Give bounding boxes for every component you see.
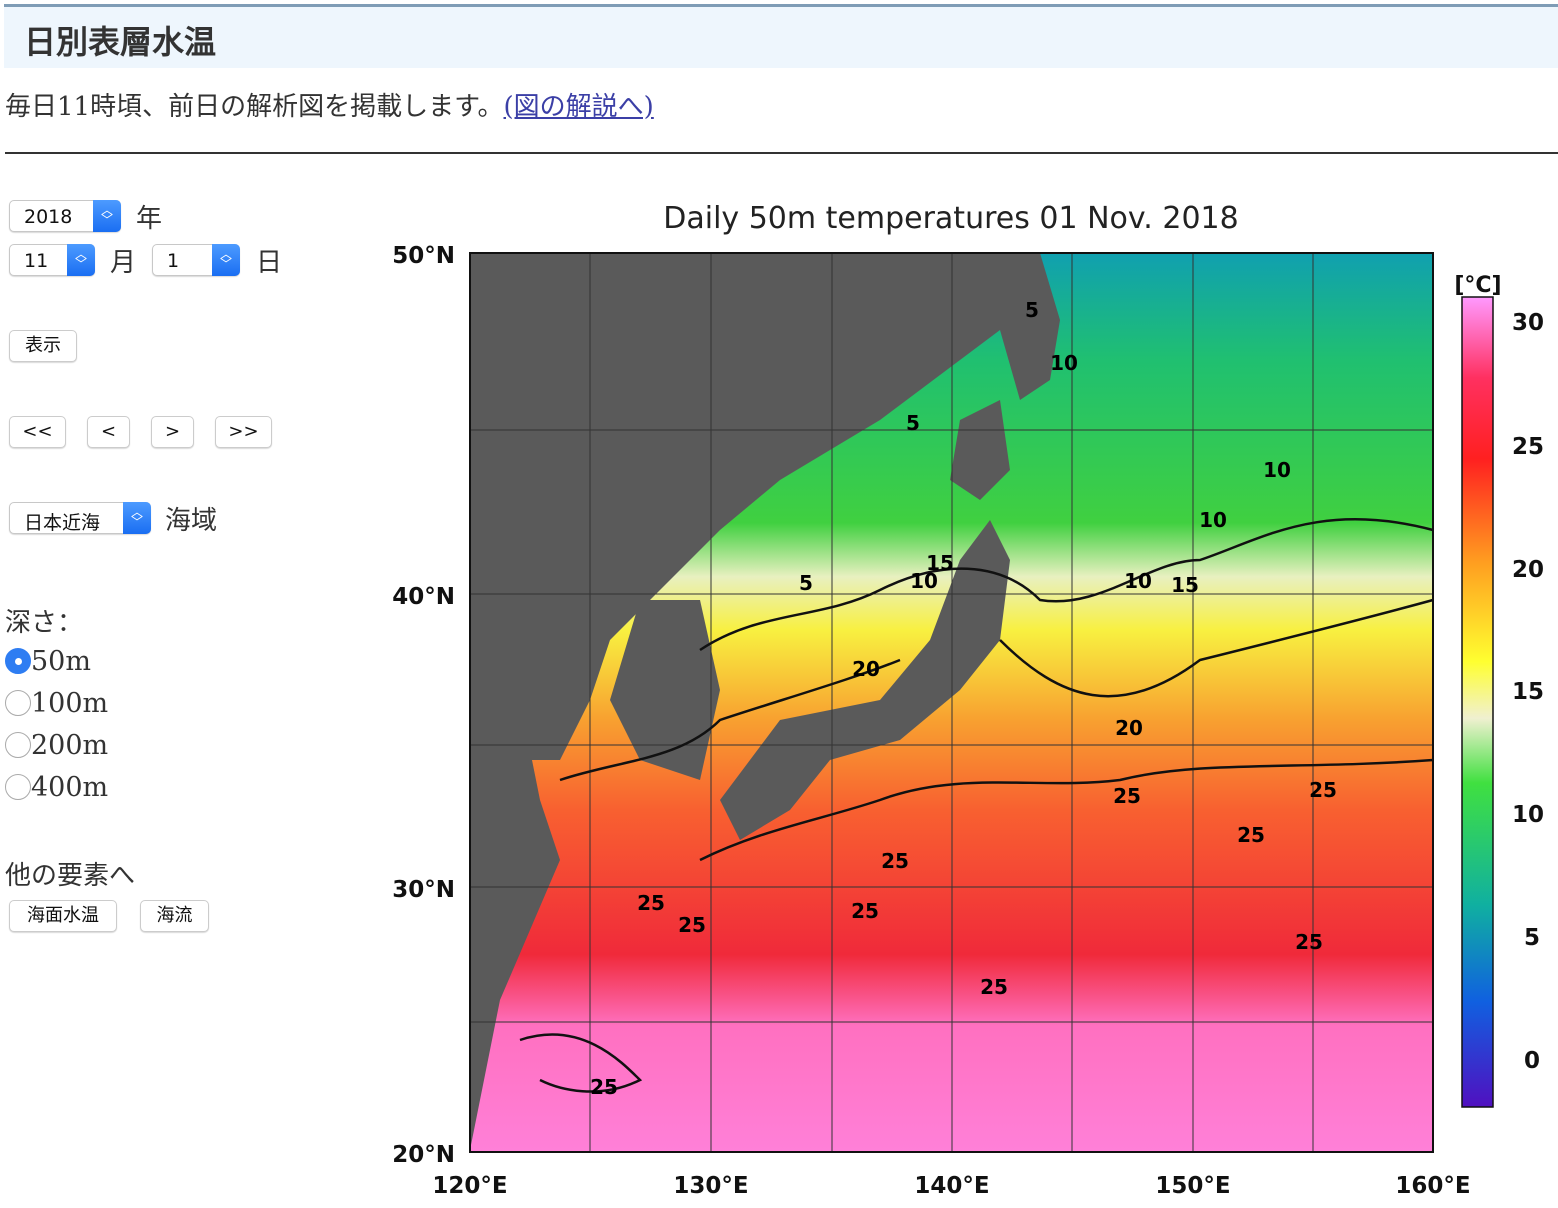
lon-label: 130°E <box>673 1173 748 1199</box>
chevron-updown-icon: ︿ ﹀ <box>212 244 240 276</box>
contour-label: 5 <box>1025 298 1039 322</box>
colorbar-tick: 5 <box>1524 925 1540 951</box>
contour-label: 10 <box>910 569 938 593</box>
lat-axis: 50°N 40°N 30°N 20°N <box>392 243 455 1168</box>
contour-label: 25 <box>1113 784 1141 808</box>
sst-button[interactable]: 海面水温 <box>9 900 117 932</box>
month-select[interactable]: 11 ︿ ﹀ <box>9 244 95 276</box>
day-select[interactable]: 1 ︿ ﹀ <box>152 244 240 276</box>
contour-label: 10 <box>1199 508 1227 532</box>
sakhalin-land <box>1000 253 1060 400</box>
colorbar <box>1461 296 1494 1108</box>
map-title: Daily 50m temperatures 01 Nov. 2018 <box>663 201 1238 236</box>
depth-option-label: 50m <box>31 646 91 677</box>
colorbar-tick: 15 <box>1512 679 1544 705</box>
first-button[interactable]: << <box>9 416 66 448</box>
day-unit: 日 <box>256 248 283 278</box>
continent-land <box>470 253 1030 760</box>
lat-label: 50°N <box>392 243 455 269</box>
depth-radio-50m[interactable]: 50m <box>5 646 91 677</box>
contour-label: 25 <box>637 891 665 915</box>
colorbar-unit: [°C] <box>1454 273 1501 298</box>
radio-icon[interactable] <box>5 690 31 716</box>
contour-label: 5 <box>799 571 813 595</box>
intro-message: 毎日11時頃、前日の解析図を掲載します。 <box>5 92 504 122</box>
contour-label: 25 <box>881 849 909 873</box>
contour-label: 10 <box>1050 351 1078 375</box>
month-unit: 月 <box>110 248 137 278</box>
colorbar-tick: 20 <box>1512 557 1544 583</box>
contour-label: 20 <box>852 657 880 681</box>
chevron-updown-icon: ︿ ﹀ <box>93 200 121 232</box>
radio-icon[interactable] <box>5 732 31 758</box>
intro-text: 毎日11時頃、前日の解析図を掲載します。(図の解説へ) <box>5 86 654 123</box>
region-unit: 海域 <box>165 506 218 536</box>
chevron-updown-icon: ︿ ﹀ <box>123 502 151 534</box>
month-value: 11 <box>24 250 49 272</box>
contour-label: 10 <box>1263 458 1291 482</box>
china-land <box>470 560 560 1150</box>
grid-lines <box>470 253 1433 1152</box>
contour-label: 5 <box>906 411 920 435</box>
depth-radio-200m[interactable]: 200m <box>5 730 108 761</box>
divider <box>5 152 1558 154</box>
next-button[interactable]: > <box>151 416 194 448</box>
contour-label: 25 <box>1295 930 1323 954</box>
region-select[interactable]: 日本近海 ︿ ﹀ <box>9 502 151 534</box>
korea-land <box>610 600 720 780</box>
lon-label: 160°E <box>1395 1173 1470 1199</box>
contour-label: 15 <box>926 551 954 575</box>
contour-label: 25 <box>590 1075 618 1099</box>
lat-label: 30°N <box>392 877 455 903</box>
contour-label: 25 <box>980 975 1008 999</box>
depth-option-label: 200m <box>31 730 109 761</box>
colorbar-tick: 0 <box>1524 1048 1540 1074</box>
lon-label: 120°E <box>432 1173 507 1199</box>
show-button[interactable]: 表示 <box>9 330 77 362</box>
year-unit: 年 <box>136 204 163 234</box>
current-button[interactable]: 海流 <box>140 900 209 932</box>
prev-button[interactable]: < <box>87 416 130 448</box>
page-header: 日別表層水温 <box>4 4 1558 68</box>
day-value: 1 <box>167 250 180 272</box>
plot-frame <box>469 252 1434 1153</box>
contour-label: 10 <box>1124 569 1152 593</box>
depth-label: 深さ： <box>5 608 84 638</box>
year-value: 2018 <box>24 206 73 228</box>
colorbar-ticks: 30 25 20 15 10 5 0 <box>1512 310 1544 1074</box>
contour-label: 25 <box>1309 778 1337 802</box>
contour-label-group: 5 10 5 10 5 10 15 10 10 15 20 20 25 25 2… <box>590 298 1337 1099</box>
radio-selected-icon[interactable] <box>5 648 31 674</box>
depth-radio-100m[interactable]: 100m <box>5 688 108 719</box>
depth-option-label: 400m <box>31 772 109 803</box>
year-select[interactable]: 2018 ︿ ﹀ <box>9 200 121 232</box>
colorbar-tick: 10 <box>1512 802 1544 828</box>
contour-label: 25 <box>678 913 706 937</box>
lon-axis: 120°E 130°E 140°E 150°E 160°E <box>432 1173 1470 1199</box>
contour-label: 20 <box>1115 716 1143 740</box>
depth-radio-400m[interactable]: 400m <box>5 772 108 803</box>
contour-label: 25 <box>851 899 879 923</box>
lat-label: 40°N <box>392 584 455 610</box>
contour-label: 25 <box>1237 823 1265 847</box>
region-value: 日本近海 <box>24 512 101 534</box>
colorbar-tick: 30 <box>1512 310 1544 336</box>
page-title: 日別表層水温 <box>24 23 217 61</box>
contour-lines <box>519 517 1434 1093</box>
explanation-link[interactable]: (図の解説へ) <box>503 92 654 122</box>
japan-land <box>720 520 1010 840</box>
lon-label: 150°E <box>1155 1173 1230 1199</box>
colorbar-tick: 25 <box>1512 434 1544 460</box>
lat-label: 20°N <box>392 1142 455 1168</box>
contour-label: 15 <box>1171 573 1199 597</box>
last-button[interactable]: >> <box>215 416 272 448</box>
radio-icon[interactable] <box>5 774 31 800</box>
hokkaido-land <box>950 400 1010 500</box>
chevron-updown-icon: ︿ ﹀ <box>67 244 95 276</box>
other-elements-label: 他の要素へ <box>5 861 136 891</box>
temperature-map: Daily 50m temperatures 01 Nov. 2018 5 10… <box>392 201 1544 1199</box>
depth-option-label: 100m <box>31 688 109 719</box>
lon-label: 140°E <box>914 1173 989 1199</box>
